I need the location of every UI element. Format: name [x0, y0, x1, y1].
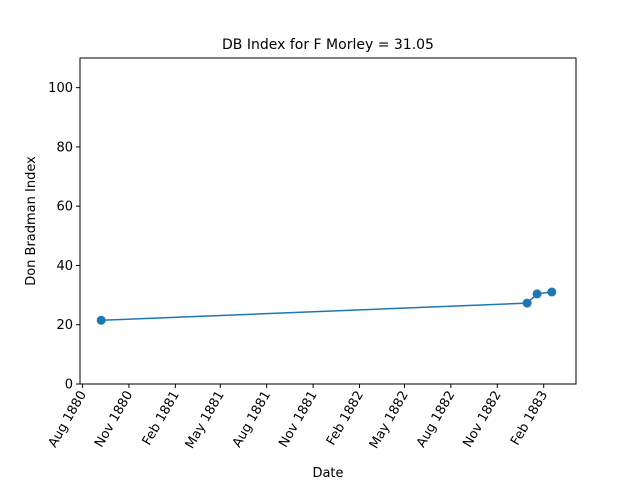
- y-tick-label: 40: [56, 259, 73, 274]
- data-point: [547, 287, 557, 297]
- y-tick-label: 0: [65, 378, 73, 393]
- y-axis-label: Don Bradman Index: [24, 156, 39, 286]
- y-tick-label: 80: [56, 140, 73, 155]
- x-axis-label: Date: [312, 466, 343, 480]
- plot-area: [96, 287, 557, 325]
- y-tick-label: 20: [56, 318, 73, 333]
- y-axis: 0 20 40 60 80 100: [48, 81, 80, 393]
- data-point: [532, 289, 542, 299]
- series-line: [101, 291, 552, 322]
- chart-title: DB Index for F Morley = 31.05: [222, 37, 434, 53]
- y-tick-label: 60: [56, 200, 73, 215]
- y-tick-label: 100: [48, 81, 73, 96]
- data-point: [96, 315, 106, 325]
- plot-frame: [79, 57, 577, 385]
- data-point: [522, 298, 532, 308]
